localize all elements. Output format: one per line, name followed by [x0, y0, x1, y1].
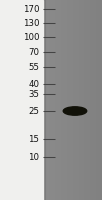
- Text: 100: 100: [23, 32, 39, 42]
- Text: 35: 35: [28, 90, 39, 99]
- Text: 40: 40: [28, 80, 39, 89]
- Bar: [0, 0, 43, 200]
- Text: 70: 70: [28, 48, 39, 57]
- Text: 55: 55: [28, 63, 39, 72]
- Text: 25: 25: [28, 106, 39, 116]
- Ellipse shape: [63, 107, 87, 115]
- Text: 10: 10: [28, 152, 39, 162]
- Text: 130: 130: [23, 19, 39, 27]
- Text: 15: 15: [28, 134, 39, 144]
- Bar: [43, 0, 102, 200]
- Text: 170: 170: [23, 4, 39, 14]
